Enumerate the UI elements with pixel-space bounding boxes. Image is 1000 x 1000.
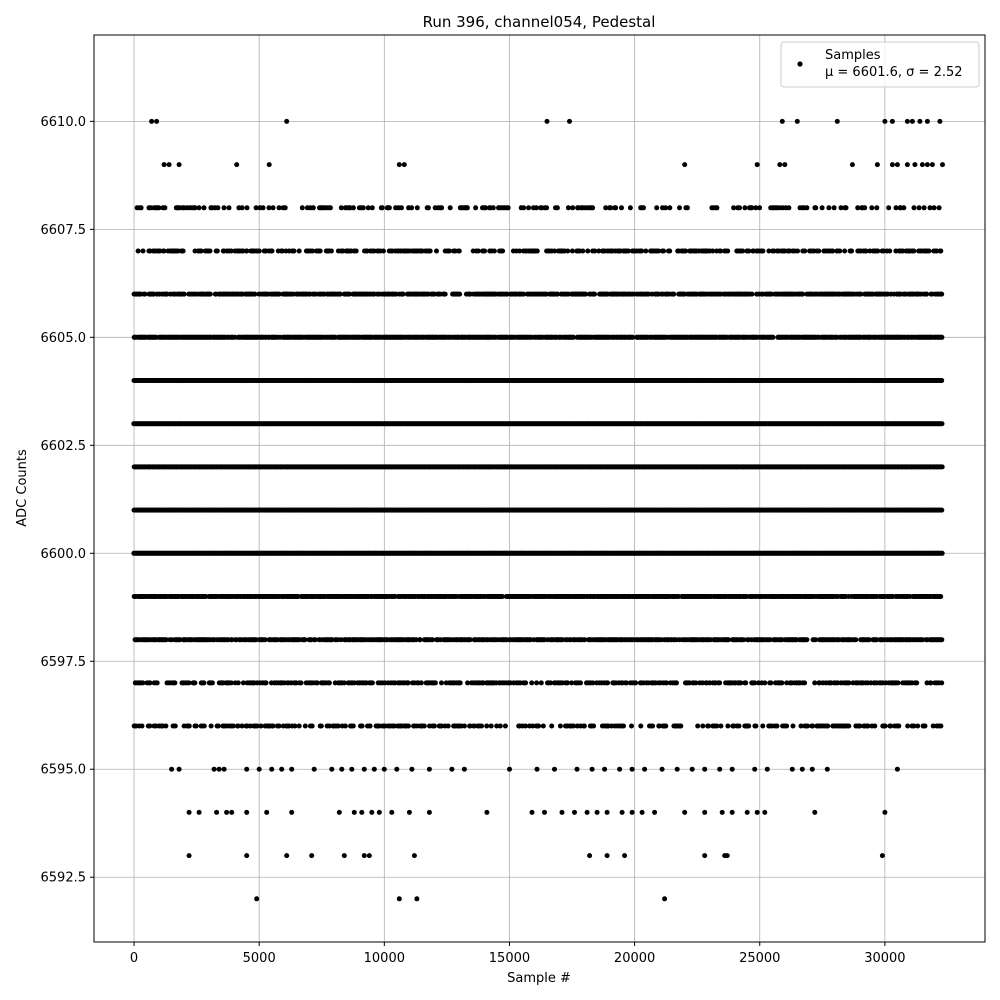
sample-point — [939, 464, 945, 470]
chart-title: Run 396, channel054, Pedestal — [423, 13, 656, 31]
sample-point — [939, 550, 945, 556]
scatter-points — [131, 118, 945, 902]
sample-point — [939, 507, 945, 513]
sample-point — [938, 594, 944, 599]
sample-point — [939, 421, 945, 427]
sample-point — [939, 378, 945, 383]
